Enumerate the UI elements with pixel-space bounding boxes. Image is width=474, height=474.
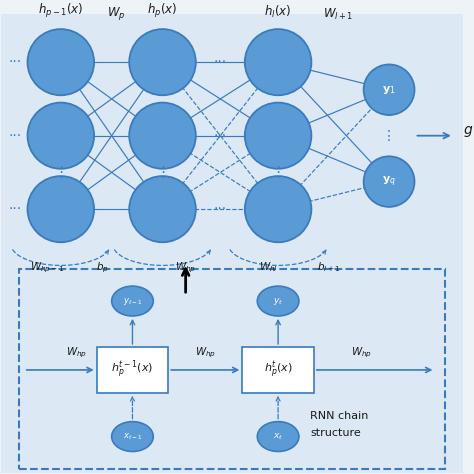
Circle shape	[364, 64, 414, 115]
Text: $W_{hp}$: $W_{hp}$	[66, 346, 88, 360]
Circle shape	[245, 102, 311, 169]
Text: $x_{t-1}$: $x_{t-1}$	[123, 431, 142, 442]
Text: $\mathbf{y}_1$: $\mathbf{y}_1$	[382, 84, 396, 96]
Text: structure: structure	[310, 428, 361, 438]
Text: ⋮: ⋮	[155, 165, 170, 180]
Text: ···: ···	[214, 202, 227, 216]
Circle shape	[27, 102, 94, 169]
Text: $W_{hp}$: $W_{hp}$	[195, 346, 216, 360]
Circle shape	[129, 29, 196, 95]
Ellipse shape	[112, 286, 153, 316]
Text: $h_p^{t-1}(x)$: $h_p^{t-1}(x)$	[111, 359, 154, 381]
Circle shape	[27, 176, 94, 242]
Text: ···: ···	[8, 55, 21, 69]
Text: $W_{hp}$: $W_{hp}$	[175, 261, 196, 275]
Circle shape	[245, 29, 311, 95]
Text: RNN chain: RNN chain	[310, 411, 369, 421]
Text: $W_{hp-1}$: $W_{hp-1}$	[30, 261, 64, 275]
Text: $x_t$: $x_t$	[273, 431, 283, 442]
Ellipse shape	[257, 422, 299, 452]
Text: $W_{hl}$: $W_{hl}$	[259, 261, 278, 274]
Text: ⋮: ⋮	[271, 165, 286, 180]
Text: $h_p(x)$: $h_p(x)$	[147, 2, 178, 20]
Text: $g$: $g$	[463, 124, 474, 138]
Text: $y_t$: $y_t$	[273, 296, 283, 307]
Ellipse shape	[257, 286, 299, 316]
Text: $h_l(x)$: $h_l(x)$	[264, 4, 292, 20]
Text: $h_{p-1}(x)$: $h_{p-1}(x)$	[38, 2, 83, 20]
Ellipse shape	[112, 422, 153, 452]
Text: $W_{l+1}$: $W_{l+1}$	[323, 7, 354, 22]
Text: ···: ···	[214, 55, 227, 69]
Text: ···: ···	[214, 128, 227, 143]
FancyBboxPatch shape	[97, 347, 168, 393]
Text: $W_p$: $W_p$	[107, 5, 126, 22]
Text: $W_{hp}$: $W_{hp}$	[351, 346, 372, 360]
Text: $b_p$: $b_p$	[96, 261, 109, 275]
Text: $\mathbf{y}_q$: $\mathbf{y}_q$	[382, 174, 396, 189]
Circle shape	[364, 156, 414, 207]
Text: $b_{l+1}$: $b_{l+1}$	[317, 261, 341, 274]
FancyBboxPatch shape	[0, 14, 463, 262]
Circle shape	[129, 176, 196, 242]
Circle shape	[129, 102, 196, 169]
FancyBboxPatch shape	[242, 347, 314, 393]
Text: $h_p^{t}(x)$: $h_p^{t}(x)$	[264, 359, 292, 381]
Circle shape	[245, 176, 311, 242]
FancyBboxPatch shape	[0, 262, 463, 474]
Text: ⋮: ⋮	[53, 165, 68, 180]
Text: $y_{t-1}$: $y_{t-1}$	[123, 296, 142, 307]
Circle shape	[27, 29, 94, 95]
Text: ···: ···	[8, 128, 21, 143]
Text: ···: ···	[8, 202, 21, 216]
Text: ⋮: ⋮	[382, 128, 396, 143]
